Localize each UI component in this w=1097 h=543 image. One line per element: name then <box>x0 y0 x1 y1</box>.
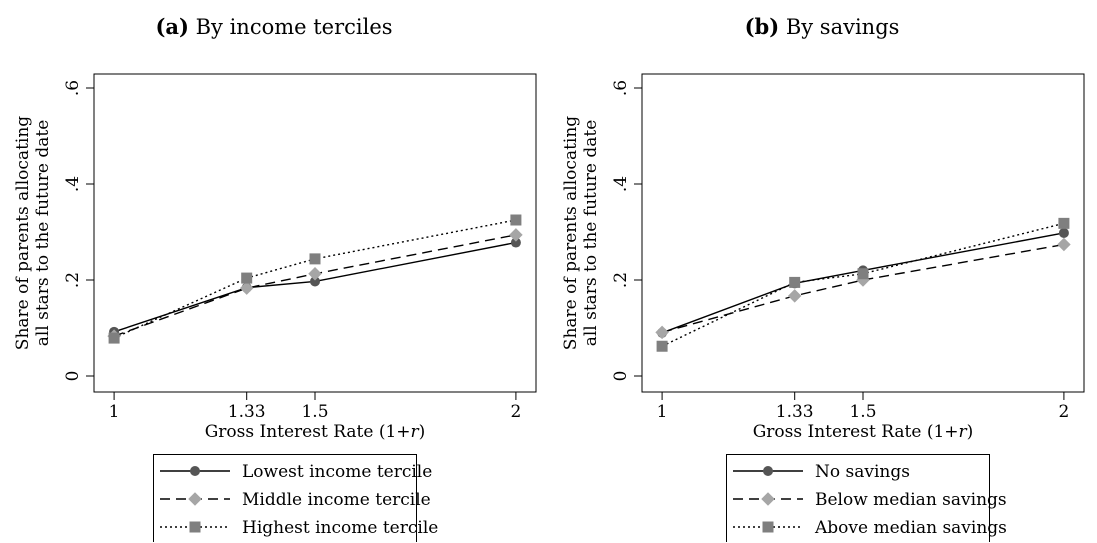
x-axis-label: Gross Interest Rate (1+r) <box>753 422 974 442</box>
data-point <box>655 325 669 340</box>
series-line <box>661 232 1065 334</box>
legend-swatch <box>160 521 230 533</box>
x-axis-label: Gross Interest Rate (1+r) <box>205 422 426 442</box>
y-axis-label: all stars to the future date <box>581 120 601 347</box>
legend-swatch <box>733 466 803 476</box>
x-tick-label: 1.5 <box>301 402 328 422</box>
data-point <box>510 214 522 226</box>
x-tick-label: 2 <box>1058 402 1069 422</box>
legend-label: Below median savings <box>815 490 1007 510</box>
legend-marker <box>763 466 773 476</box>
panel-label: (a) <box>155 14 189 39</box>
data-point <box>310 276 320 287</box>
y-axis-label: all stars to the future date <box>33 120 53 347</box>
x-tick-label: 1.33 <box>228 402 266 422</box>
data-point <box>789 276 801 288</box>
x-tick-label: 1 <box>657 402 668 422</box>
legend-item: Below median savings <box>727 487 1007 515</box>
legend-label: No savings <box>815 462 910 482</box>
legend-label: Lowest income tercile <box>242 462 433 482</box>
plot-frame <box>93 73 537 393</box>
data-point <box>308 267 322 281</box>
y-tick-label: 0 <box>611 371 631 382</box>
panel-title: (a) By income terciles <box>0 14 548 39</box>
legend-swatch <box>160 466 230 476</box>
legend-item: Above median savings <box>727 515 1007 543</box>
data-point <box>1057 237 1071 252</box>
legend-swatch <box>733 492 803 506</box>
x-tick-label: 1 <box>109 402 120 422</box>
legend-label: Highest income tercile <box>242 518 439 538</box>
chart-plot: 0 .2 .4 .6 1 1.33 1.5 2 Gross Interest Rate (1+r… <box>13 73 537 442</box>
legend-item: Lowest income tercile <box>154 459 432 487</box>
data-point <box>239 281 254 295</box>
series-line <box>661 243 1065 333</box>
legend-marker <box>188 492 202 506</box>
legend: No savings Below median savings Above medi… <box>726 454 1007 543</box>
panel-income-terciles: (a) By income terciles 0 .2 .4 .6 1 1.33 1.5 2 G… <box>0 0 548 542</box>
panel-savings: (b) By savings 0 .2 .4 .6 1 1.33 1.5 2 Gross Int… <box>548 0 1096 542</box>
legend-marker <box>762 521 774 533</box>
data-point <box>656 340 668 352</box>
series-line <box>113 219 517 339</box>
x-tick-label: 1.5 <box>849 402 876 422</box>
data-point <box>1058 217 1070 229</box>
legend-marker <box>761 492 775 506</box>
panel-label: (b) <box>744 14 780 39</box>
series-line <box>113 234 517 337</box>
data-point <box>787 289 802 303</box>
series-line <box>661 222 1065 347</box>
data-point <box>309 253 321 265</box>
y-tick-label: .6 <box>611 80 631 96</box>
plot-frame <box>641 73 1085 393</box>
legend-marker <box>189 521 201 533</box>
y-tick-label: .6 <box>63 80 83 96</box>
y-axis-label: Share of parents allocating <box>561 116 581 350</box>
legend-item: Highest income tercile <box>154 515 438 543</box>
legend-label: Above median savings <box>815 518 1007 538</box>
data-point <box>1058 227 1069 238</box>
data-point <box>509 228 523 242</box>
legend-item: No savings <box>727 459 989 487</box>
legend-swatch <box>733 521 803 533</box>
x-tick-label: 2 <box>510 402 521 422</box>
series-line <box>113 241 517 333</box>
panel-title-text: By income terciles <box>195 15 393 39</box>
y-tick-label: .4 <box>63 176 83 192</box>
legend-item: Middle income tercile <box>154 487 431 515</box>
legend-label: Middle income tercile <box>242 490 431 510</box>
data-point <box>108 332 120 344</box>
y-axis-label: Share of parents allocating <box>13 116 33 350</box>
y-tick-label: .2 <box>63 272 83 288</box>
data-point <box>241 272 253 284</box>
data-point <box>857 268 869 280</box>
chart-plot: 0 .2 .4 .6 1 1.33 1.5 2 Gross Interest Rate (1+r… <box>561 73 1085 442</box>
legend-swatch <box>160 492 230 506</box>
panel-title: (b) By savings <box>548 14 1096 39</box>
y-tick-label: .4 <box>611 176 631 192</box>
panel-title-text: By savings <box>785 15 900 39</box>
x-tick-label: 1.33 <box>776 402 814 422</box>
data-point <box>510 237 521 248</box>
legend: Lowest income tercile Middle income terci… <box>153 454 438 543</box>
y-tick-label: 0 <box>63 371 83 382</box>
legend-marker <box>190 466 200 476</box>
y-tick-label: .2 <box>611 272 631 288</box>
